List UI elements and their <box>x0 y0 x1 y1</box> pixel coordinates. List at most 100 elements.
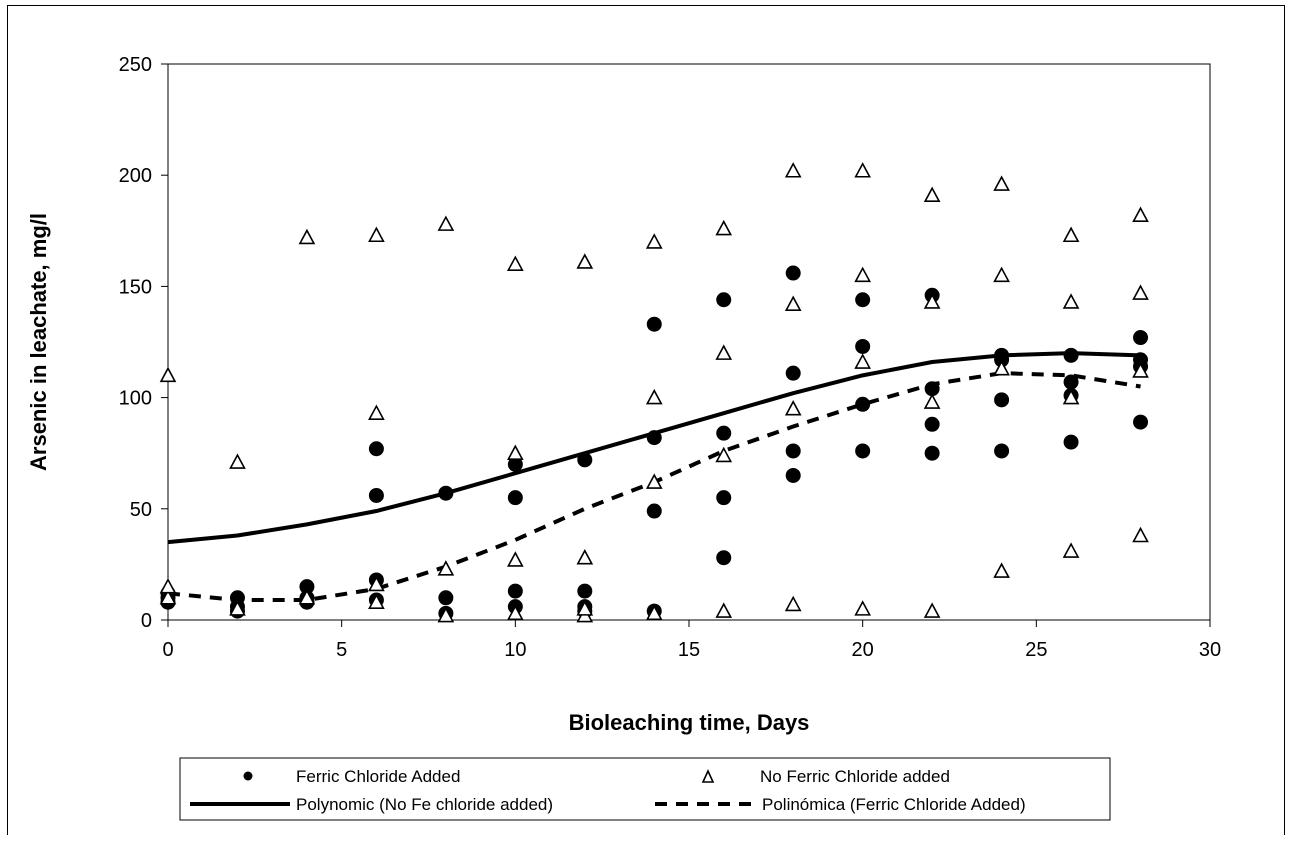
point-ferric-added <box>229 590 245 606</box>
point-no-ferric-added <box>993 266 1010 283</box>
plot-area <box>167 63 1211 621</box>
point-ferric-added <box>1133 330 1149 346</box>
point-no-ferric-added <box>715 219 733 236</box>
point-ferric-added <box>1063 374 1079 390</box>
point-no-ferric-added <box>715 344 733 360</box>
y-tick-label: 200 <box>119 165 152 187</box>
point-ferric-added <box>716 292 732 308</box>
y-tick-label: 0 <box>141 610 152 632</box>
point-no-ferric-added <box>1132 362 1149 378</box>
point-ferric-added <box>855 396 871 412</box>
point-no-ferric-added <box>1132 526 1149 543</box>
point-no-ferric-added <box>368 226 385 243</box>
y-axis: 0 50 100 150 200 250 <box>119 54 168 632</box>
point-no-ferric-added <box>576 549 594 565</box>
x-tick-label: 10 <box>504 639 526 661</box>
point-ferric-added <box>994 392 1010 408</box>
data-points <box>159 162 1149 623</box>
point-no-ferric-added <box>437 606 455 623</box>
point-no-ferric-added <box>923 393 941 409</box>
point-no-ferric-added <box>645 604 663 621</box>
point-ferric-added <box>785 265 801 281</box>
point-no-ferric-added <box>993 562 1010 578</box>
point-ferric-added <box>785 443 801 459</box>
x-axis: 0 5 10 15 20 25 30 <box>162 620 1221 661</box>
point-no-ferric-added <box>645 473 663 489</box>
legend-box <box>179 757 1111 821</box>
legend-label-no-ferric: No Ferric Chloride added <box>760 767 950 786</box>
point-no-ferric-added <box>715 446 733 463</box>
point-ferric-added <box>716 425 732 441</box>
point-no-ferric-added <box>923 186 941 203</box>
chart-frame <box>7 5 1285 835</box>
point-ferric-added <box>577 452 593 468</box>
point-no-ferric-added <box>854 266 872 283</box>
point-ferric-added <box>785 467 801 483</box>
point-ferric-added <box>438 590 454 606</box>
point-ferric-added <box>785 365 801 381</box>
point-no-ferric-added <box>437 560 455 576</box>
legend-label-poly-no-fe: Polynomic (No Fe chloride added) <box>296 795 553 814</box>
point-ferric-added <box>507 490 523 506</box>
point-no-ferric-added <box>229 600 246 616</box>
point-no-ferric-added <box>159 366 177 383</box>
point-ferric-added <box>1063 347 1079 363</box>
point-no-ferric-added <box>993 175 1010 191</box>
point-ferric-added <box>924 445 940 461</box>
x-tick-label: 15 <box>678 639 700 661</box>
point-no-ferric-added <box>993 360 1010 376</box>
point-no-ferric-added <box>368 593 385 610</box>
x-tick-label: 5 <box>336 639 347 661</box>
point-no-ferric-added <box>506 444 524 461</box>
point-no-ferric-added <box>784 162 802 178</box>
point-ferric-added <box>646 316 662 332</box>
point-ferric-added <box>1063 434 1079 450</box>
point-no-ferric-added <box>854 162 872 178</box>
point-ferric-added <box>507 456 523 472</box>
x-axis-title: Bioleaching time, Days <box>569 710 810 735</box>
legend-label-poly-ferric: Polinómica (Ferric Chloride Added) <box>762 795 1026 814</box>
point-ferric-added <box>646 503 662 519</box>
y-tick-label: 250 <box>119 54 152 76</box>
point-ferric-added <box>577 583 593 599</box>
x-tick-label: 30 <box>1199 639 1221 661</box>
y-tick-label: 50 <box>130 499 152 521</box>
point-ferric-added <box>646 430 662 446</box>
y-axis-title: Arsenic in leachate, mg/l <box>26 213 51 471</box>
point-no-ferric-added <box>576 600 594 616</box>
legend-triangle-marker <box>701 769 715 783</box>
x-tick-label: 20 <box>852 639 874 661</box>
legend: Ferric Chloride Added No Ferric Chloride… <box>179 757 1111 821</box>
point-no-ferric-added <box>229 453 246 469</box>
point-no-ferric-added <box>784 295 802 311</box>
point-ferric-added <box>368 487 384 503</box>
point-ferric-added <box>855 443 871 459</box>
point-no-ferric-added <box>576 253 594 269</box>
point-no-ferric-added <box>923 602 941 618</box>
point-no-ferric-added <box>368 575 385 592</box>
point-no-ferric-added <box>784 400 802 416</box>
point-no-ferric-added <box>298 228 316 245</box>
point-no-ferric-added <box>854 600 872 616</box>
point-no-ferric-added <box>506 604 524 621</box>
x-tick-label: 0 <box>162 639 173 661</box>
y-tick-label: 100 <box>119 388 152 410</box>
point-ferric-added <box>855 292 871 308</box>
legend-label-ferric: Ferric Chloride Added <box>296 767 460 786</box>
x-tick-label: 25 <box>1025 639 1047 661</box>
point-ferric-added <box>855 338 871 354</box>
point-ferric-added <box>1133 352 1149 368</box>
point-no-ferric-added <box>506 255 524 271</box>
point-no-ferric-added <box>1132 206 1149 223</box>
point-ferric-added <box>994 443 1010 459</box>
point-ferric-added <box>368 441 384 457</box>
point-no-ferric-added <box>1062 226 1080 243</box>
legend-circle-marker <box>243 771 253 781</box>
point-no-ferric-added <box>506 551 524 567</box>
point-no-ferric-added <box>159 577 177 594</box>
point-no-ferric-added <box>437 215 455 231</box>
point-ferric-added <box>716 490 732 506</box>
point-no-ferric-added <box>1132 284 1149 300</box>
point-ferric-added <box>1133 414 1149 430</box>
